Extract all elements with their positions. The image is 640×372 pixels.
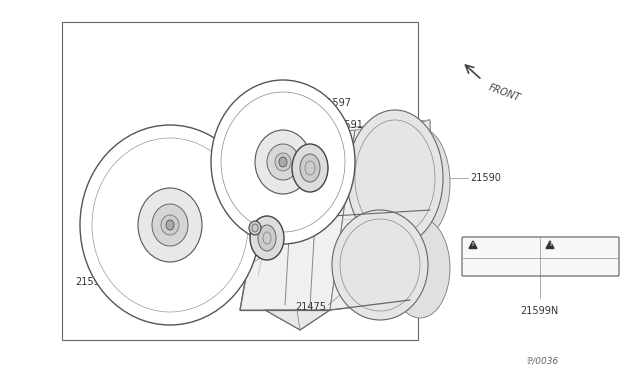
Ellipse shape bbox=[275, 153, 291, 171]
Text: 21591: 21591 bbox=[332, 120, 363, 130]
Text: 21510◄: 21510◄ bbox=[180, 217, 218, 227]
Ellipse shape bbox=[390, 218, 450, 318]
Ellipse shape bbox=[255, 130, 311, 194]
Ellipse shape bbox=[267, 144, 299, 180]
Text: 21475: 21475 bbox=[295, 302, 326, 312]
Ellipse shape bbox=[300, 154, 320, 182]
Text: 21597: 21597 bbox=[320, 98, 351, 108]
Ellipse shape bbox=[250, 216, 284, 260]
Polygon shape bbox=[265, 310, 330, 330]
FancyBboxPatch shape bbox=[462, 237, 619, 276]
Ellipse shape bbox=[279, 157, 287, 167]
Polygon shape bbox=[270, 120, 430, 140]
Text: MISE EN GARDE: MISE EN GARDE bbox=[558, 244, 605, 248]
Ellipse shape bbox=[332, 210, 428, 320]
Polygon shape bbox=[330, 120, 430, 310]
Ellipse shape bbox=[249, 221, 261, 235]
Polygon shape bbox=[546, 241, 554, 248]
Text: Do not touch rotating: Do not touch rotating bbox=[467, 259, 511, 263]
Text: 21590: 21590 bbox=[470, 173, 501, 183]
Polygon shape bbox=[408, 120, 430, 308]
Text: ℙ∕0036: ℙ∕0036 bbox=[526, 356, 558, 365]
Text: 21591: 21591 bbox=[175, 278, 206, 288]
Bar bbox=[62, 22, 418, 340]
Text: pales en rotation.: pales en rotation. bbox=[543, 265, 579, 269]
Ellipse shape bbox=[292, 144, 328, 192]
Ellipse shape bbox=[166, 220, 174, 230]
Text: 21597+A: 21597+A bbox=[75, 277, 120, 287]
Ellipse shape bbox=[80, 125, 260, 325]
Text: FRONT: FRONT bbox=[487, 82, 522, 103]
Text: 21599N: 21599N bbox=[520, 306, 558, 316]
Text: !: ! bbox=[472, 243, 474, 247]
Polygon shape bbox=[240, 130, 355, 310]
Text: !: ! bbox=[549, 243, 551, 247]
Ellipse shape bbox=[347, 110, 443, 246]
Text: CAUTION: CAUTION bbox=[481, 244, 509, 248]
Ellipse shape bbox=[152, 204, 188, 246]
Text: fan blades.: fan blades. bbox=[467, 265, 490, 269]
Polygon shape bbox=[469, 241, 477, 248]
Ellipse shape bbox=[138, 188, 202, 262]
Ellipse shape bbox=[211, 80, 355, 244]
Ellipse shape bbox=[258, 225, 276, 251]
Ellipse shape bbox=[161, 215, 179, 235]
Ellipse shape bbox=[390, 128, 450, 238]
Text: Ne pas toucher les: Ne pas toucher les bbox=[543, 259, 581, 263]
